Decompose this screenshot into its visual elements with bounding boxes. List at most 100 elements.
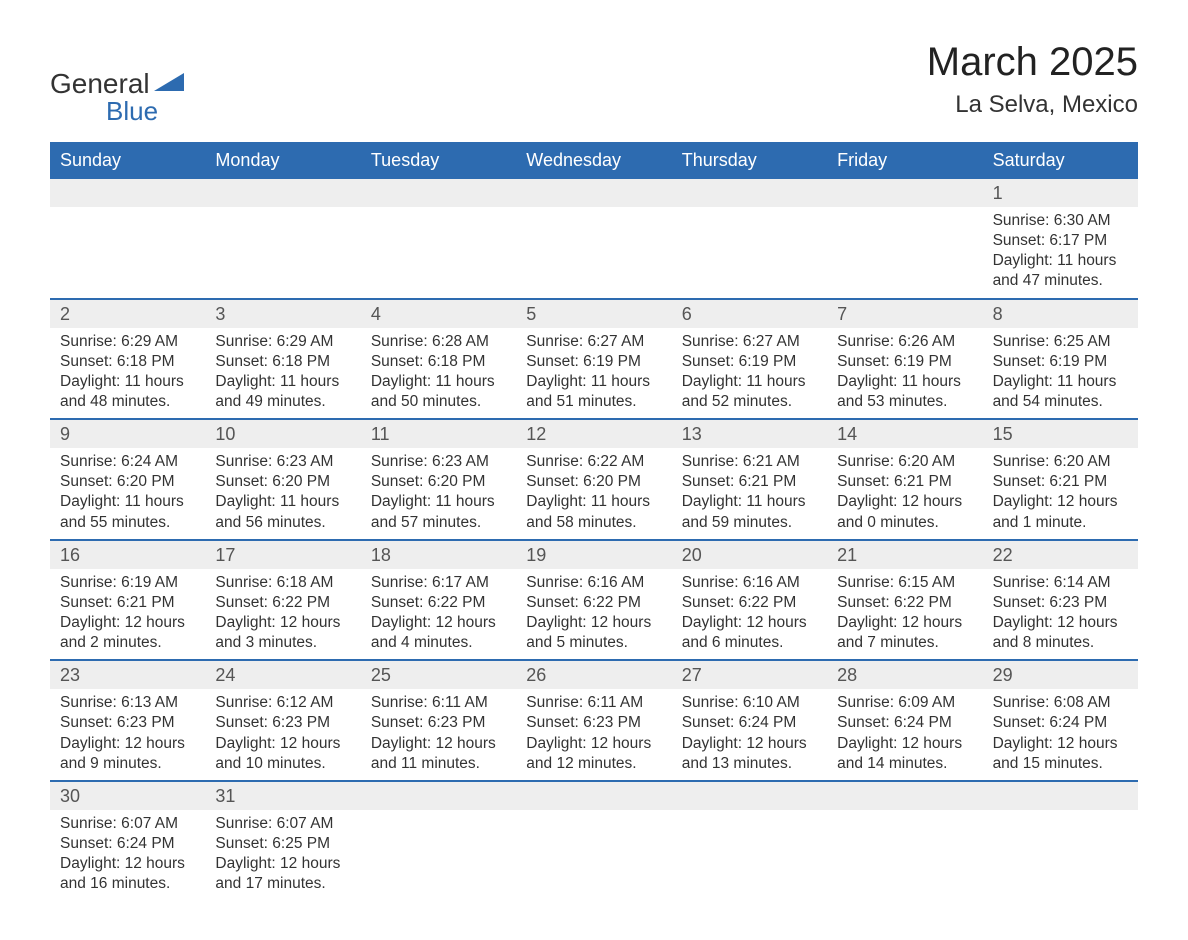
daylight-text: Daylight: 12 hours and 4 minutes. xyxy=(371,613,506,653)
day-cell: Sunrise: 6:27 AMSunset: 6:19 PMDaylight:… xyxy=(516,328,671,419)
location: La Selva, Mexico xyxy=(927,91,1138,119)
day-number: 14 xyxy=(827,420,982,448)
sunrise-text: Sunrise: 6:13 AM xyxy=(60,693,195,713)
daylight-text: Daylight: 12 hours and 5 minutes. xyxy=(526,613,661,653)
day-number: 12 xyxy=(516,420,671,448)
day-cell: Sunrise: 6:26 AMSunset: 6:19 PMDaylight:… xyxy=(827,328,982,419)
day-number xyxy=(672,179,827,207)
daylight-text: Daylight: 11 hours and 48 minutes. xyxy=(60,372,195,412)
day-number xyxy=(205,179,360,207)
sunrise-text: Sunrise: 6:18 AM xyxy=(215,573,350,593)
day-number xyxy=(672,782,827,810)
day-number: 3 xyxy=(205,300,360,328)
day-cell: Sunrise: 6:07 AMSunset: 6:25 PMDaylight:… xyxy=(205,810,360,901)
sunset-text: Sunset: 6:19 PM xyxy=(682,352,817,372)
day-header-cell: Wednesday xyxy=(516,142,671,179)
daylight-text: Daylight: 12 hours and 3 minutes. xyxy=(215,613,350,653)
sunset-text: Sunset: 6:17 PM xyxy=(993,231,1128,251)
day-cell: Sunrise: 6:16 AMSunset: 6:22 PMDaylight:… xyxy=(516,569,671,660)
title-block: March 2025 La Selva, Mexico xyxy=(927,40,1138,119)
day-number: 13 xyxy=(672,420,827,448)
day-content-row: Sunrise: 6:07 AMSunset: 6:24 PMDaylight:… xyxy=(50,810,1138,901)
day-cell: Sunrise: 6:14 AMSunset: 6:23 PMDaylight:… xyxy=(983,569,1138,660)
day-cell: Sunrise: 6:09 AMSunset: 6:24 PMDaylight:… xyxy=(827,689,982,780)
day-header-cell: Friday xyxy=(827,142,982,179)
sunset-text: Sunset: 6:25 PM xyxy=(215,834,350,854)
day-number xyxy=(827,782,982,810)
day-cell xyxy=(516,810,671,901)
day-header-cell: Monday xyxy=(205,142,360,179)
day-content-row: Sunrise: 6:13 AMSunset: 6:23 PMDaylight:… xyxy=(50,689,1138,780)
day-cell: Sunrise: 6:11 AMSunset: 6:23 PMDaylight:… xyxy=(361,689,516,780)
day-number: 7 xyxy=(827,300,982,328)
day-cell: Sunrise: 6:17 AMSunset: 6:22 PMDaylight:… xyxy=(361,569,516,660)
day-number: 30 xyxy=(50,782,205,810)
sunset-text: Sunset: 6:21 PM xyxy=(993,472,1128,492)
day-cell: Sunrise: 6:20 AMSunset: 6:21 PMDaylight:… xyxy=(983,448,1138,539)
sunrise-text: Sunrise: 6:23 AM xyxy=(371,452,506,472)
day-cell: Sunrise: 6:19 AMSunset: 6:21 PMDaylight:… xyxy=(50,569,205,660)
day-number xyxy=(361,782,516,810)
daylight-text: Daylight: 12 hours and 13 minutes. xyxy=(682,734,817,774)
sunset-text: Sunset: 6:19 PM xyxy=(837,352,972,372)
daylight-text: Daylight: 12 hours and 14 minutes. xyxy=(837,734,972,774)
day-number: 6 xyxy=(672,300,827,328)
day-number: 9 xyxy=(50,420,205,448)
daylight-text: Daylight: 11 hours and 47 minutes. xyxy=(993,251,1128,291)
day-cell: Sunrise: 6:07 AMSunset: 6:24 PMDaylight:… xyxy=(50,810,205,901)
day-number: 11 xyxy=(361,420,516,448)
logo-word1: General xyxy=(50,70,150,98)
day-number xyxy=(516,782,671,810)
sunset-text: Sunset: 6:23 PM xyxy=(993,593,1128,613)
logo-word2: Blue xyxy=(106,98,184,124)
sunset-text: Sunset: 6:24 PM xyxy=(993,713,1128,733)
day-number-row: 3031 xyxy=(50,780,1138,810)
daylight-text: Daylight: 12 hours and 2 minutes. xyxy=(60,613,195,653)
day-cell: Sunrise: 6:16 AMSunset: 6:22 PMDaylight:… xyxy=(672,569,827,660)
sunset-text: Sunset: 6:24 PM xyxy=(682,713,817,733)
day-cell: Sunrise: 6:08 AMSunset: 6:24 PMDaylight:… xyxy=(983,689,1138,780)
daylight-text: Daylight: 12 hours and 15 minutes. xyxy=(993,734,1128,774)
day-cell: Sunrise: 6:29 AMSunset: 6:18 PMDaylight:… xyxy=(205,328,360,419)
day-number: 1 xyxy=(983,179,1138,207)
sunset-text: Sunset: 6:22 PM xyxy=(215,593,350,613)
sunset-text: Sunset: 6:23 PM xyxy=(60,713,195,733)
day-number: 22 xyxy=(983,541,1138,569)
sunrise-text: Sunrise: 6:11 AM xyxy=(526,693,661,713)
daylight-text: Daylight: 11 hours and 52 minutes. xyxy=(682,372,817,412)
sunrise-text: Sunrise: 6:21 AM xyxy=(682,452,817,472)
sunrise-text: Sunrise: 6:15 AM xyxy=(837,573,972,593)
daylight-text: Daylight: 11 hours and 57 minutes. xyxy=(371,492,506,532)
sunrise-text: Sunrise: 6:16 AM xyxy=(526,573,661,593)
day-cell xyxy=(983,810,1138,901)
sunrise-text: Sunrise: 6:16 AM xyxy=(682,573,817,593)
sunrise-text: Sunrise: 6:22 AM xyxy=(526,452,661,472)
daylight-text: Daylight: 12 hours and 11 minutes. xyxy=(371,734,506,774)
daylight-text: Daylight: 12 hours and 1 minute. xyxy=(993,492,1128,532)
day-cell: Sunrise: 6:24 AMSunset: 6:20 PMDaylight:… xyxy=(50,448,205,539)
day-cell: Sunrise: 6:23 AMSunset: 6:20 PMDaylight:… xyxy=(205,448,360,539)
sunset-text: Sunset: 6:20 PM xyxy=(215,472,350,492)
day-number-row: 1 xyxy=(50,179,1138,207)
day-number: 18 xyxy=(361,541,516,569)
day-number: 28 xyxy=(827,661,982,689)
sunrise-text: Sunrise: 6:26 AM xyxy=(837,332,972,352)
sunrise-text: Sunrise: 6:23 AM xyxy=(215,452,350,472)
sunrise-text: Sunrise: 6:20 AM xyxy=(837,452,972,472)
sunset-text: Sunset: 6:23 PM xyxy=(215,713,350,733)
day-content-row: Sunrise: 6:19 AMSunset: 6:21 PMDaylight:… xyxy=(50,569,1138,660)
sunrise-text: Sunrise: 6:12 AM xyxy=(215,693,350,713)
sunset-text: Sunset: 6:22 PM xyxy=(682,593,817,613)
day-cell: Sunrise: 6:13 AMSunset: 6:23 PMDaylight:… xyxy=(50,689,205,780)
day-cell xyxy=(205,207,360,298)
header: General Blue March 2025 La Selva, Mexico xyxy=(50,40,1138,124)
day-cell: Sunrise: 6:29 AMSunset: 6:18 PMDaylight:… xyxy=(50,328,205,419)
day-number: 20 xyxy=(672,541,827,569)
logo-triangle-icon xyxy=(154,73,184,96)
calendar: SundayMondayTuesdayWednesdayThursdayFrid… xyxy=(50,142,1138,900)
sunrise-text: Sunrise: 6:09 AM xyxy=(837,693,972,713)
daylight-text: Daylight: 12 hours and 10 minutes. xyxy=(215,734,350,774)
day-header-cell: Thursday xyxy=(672,142,827,179)
daylight-text: Daylight: 12 hours and 6 minutes. xyxy=(682,613,817,653)
day-cell xyxy=(361,810,516,901)
